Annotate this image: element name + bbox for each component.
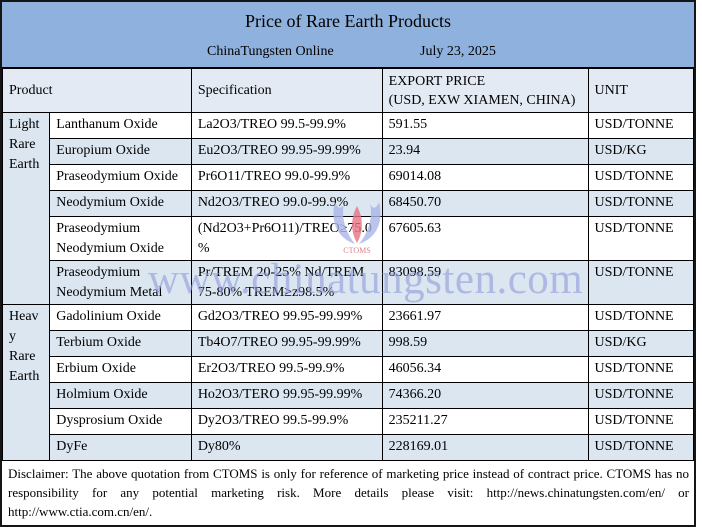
specification-cell: La2O3/TREO 99.5-99.9% <box>190 112 383 139</box>
column-header-specification: Specification <box>190 68 383 113</box>
table-row: Terbium Oxide Tb4O7/TREO 99.95-99.99% 998.… <box>3 330 695 357</box>
unit-cell: USD/TONNE <box>587 408 695 435</box>
page-title: Price of Rare Earth Products <box>245 11 451 31</box>
source-label: ChinaTungsten Online <box>207 44 334 59</box>
unit-cell: USD/TONNE <box>587 356 695 383</box>
unit-cell: USD/KG <box>587 330 695 357</box>
specification-cell: Pr6O11/TREO 99.0-99.9% <box>190 164 383 191</box>
unit-cell: USD/TONNE <box>587 164 695 191</box>
price-cell: 83098.59 <box>381 260 589 305</box>
specification-cell: Nd2O3/TREO 99.0-99.9% <box>190 190 383 217</box>
specification-cell: Dy80% <box>190 434 383 461</box>
price-cell: 23661.97 <box>381 304 589 331</box>
column-header-product: Product <box>2 68 192 113</box>
price-cell: 74366.20 <box>381 382 589 409</box>
price-cell: 69014.08 <box>381 164 589 191</box>
export-price-line1: EXPORT PRICE <box>388 74 486 89</box>
table-row: Heavy Rare Earth Gadolinium Oxide Gd2O3/TR… <box>1 304 695 461</box>
table-row: Neodymium Oxide Nd2O3/TREO 99.0-99.9% 6845… <box>3 190 695 217</box>
unit-cell: USD/KG <box>587 138 695 165</box>
product-name-cell: Erbium Oxide <box>49 356 192 383</box>
product-name-cell: Terbium Oxide <box>49 330 192 357</box>
export-price-line2: (USD, EXW XIAMEN, CHINA) <box>388 93 576 108</box>
product-name-cell: Dysprosium Oxide <box>49 408 192 435</box>
table-row: Europium Oxide Eu2O3/TREO 99.95-99.99% 23.… <box>3 138 695 165</box>
table-row: Dysprosium Oxide Dy2O3/TREO 99.5-99.9% 235… <box>3 408 695 435</box>
group-label: Light Rare Earth <box>1 112 51 305</box>
product-name-cell: Gadolinium Oxide <box>49 304 192 331</box>
table-row: Praseodymium Oxide Pr6O11/TREO 99.0-99.9%… <box>3 164 695 191</box>
price-cell: 998.59 <box>381 330 589 357</box>
product-name-cell: Lanthanum Oxide <box>49 112 192 139</box>
price-table: Product Specification EXPORT PRICE (USD,… <box>1 68 695 461</box>
unit-cell: USD/TONNE <box>587 304 695 331</box>
unit-cell: USD/TONNE <box>587 434 695 461</box>
table-row: Holmium Oxide Ho2O3/TERO 99.95-99.99% 7436… <box>3 382 695 409</box>
table-row: DyFe Dy80% 228169.01 USD/TONNE <box>3 434 695 461</box>
disclaimer-text: Disclaimer: The above quotation from CTO… <box>2 461 694 525</box>
price-cell: 228169.01 <box>381 434 589 461</box>
specification-cell: Eu2O3/TREO 99.95-99.99% <box>190 138 383 165</box>
product-name-cell: Europium Oxide <box>49 138 192 165</box>
table-row: Praseodymium Neodymium Oxide (Nd2O3+Pr6O1… <box>3 216 695 261</box>
title-band: Price of Rare Earth Products ChinaTungst… <box>2 2 694 68</box>
column-header-unit: UNIT <box>587 68 695 113</box>
table-body: Light Rare Earth Lanthanum Oxide La2O3/TRE… <box>1 112 695 461</box>
specification-cell: Dy2O3/TREO 99.5-99.9% <box>190 408 383 435</box>
price-cell: 591.55 <box>381 112 589 139</box>
unit-cell: USD/TONNE <box>587 382 695 409</box>
specification-cell: Ho2O3/TERO 99.95-99.99% <box>190 382 383 409</box>
unit-cell: USD/TONNE <box>587 190 695 217</box>
product-name-cell: Neodymium Oxide <box>49 190 192 217</box>
unit-cell: USD/TONNE <box>587 216 695 261</box>
specification-cell: Gd2O3/TREO 99.95-99.99% <box>190 304 383 331</box>
unit-cell: USD/TONNE <box>587 112 695 139</box>
price-cell: 68450.70 <box>381 190 589 217</box>
specification-cell: (Nd2O3+Pr6O11)/TREO≥75.0% <box>190 216 383 261</box>
table-row: Praseodymium Neodymium Metal Pr/TREM 20-2… <box>3 260 695 305</box>
date-label: July 23, 2025 <box>420 44 496 59</box>
product-name-cell: Holmium Oxide <box>49 382 192 409</box>
product-name-cell: Praseodymium Neodymium Oxide <box>49 216 192 261</box>
column-header-export-price: EXPORT PRICE (USD, EXW XIAMEN, CHINA) <box>381 68 589 113</box>
table-row: Light Rare Earth Lanthanum Oxide La2O3/TRE… <box>1 112 695 305</box>
product-name-cell: Praseodymium Oxide <box>49 164 192 191</box>
unit-cell: USD/TONNE <box>587 260 695 305</box>
price-cell: 67605.63 <box>381 216 589 261</box>
price-cell: 46056.34 <box>381 356 589 383</box>
specification-cell: Er2O3/TREO 99.5-99.9% <box>190 356 383 383</box>
specification-cell: Tb4O7/TREO 99.95-99.99% <box>190 330 383 357</box>
table-row: Erbium Oxide Er2O3/TREO 99.5-99.9% 46056.3… <box>3 356 695 383</box>
group-label: Heavy Rare Earth <box>1 304 51 461</box>
product-name-cell: Praseodymium Neodymium Metal <box>49 260 192 305</box>
header-row: Product Specification EXPORT PRICE (USD,… <box>2 68 695 113</box>
specification-cell: Pr/TREM 20-25% Nd/TREM 75-80% TREM≥z98.5… <box>190 260 383 305</box>
product-name-cell: DyFe <box>49 434 192 461</box>
price-cell: 235211.27 <box>381 408 589 435</box>
price-cell: 23.94 <box>381 138 589 165</box>
